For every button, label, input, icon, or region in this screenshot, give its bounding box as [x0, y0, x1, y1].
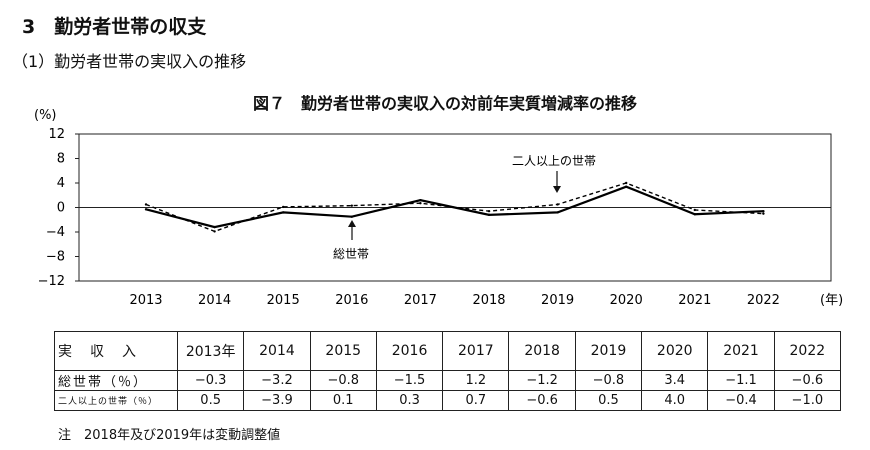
table-row: 二人以上の世帯（％） 0.5 −3.9 0.1 0.3 0.7 −0.6 0.5 4.0 −0.4… — [54, 390, 842, 411]
x-tick-label: 2014 — [198, 293, 231, 308]
annotation-two-plus-households: 二人以上の世帯 — [512, 154, 596, 168]
x-tick-label: 2018 — [472, 293, 505, 308]
annotation-arrowhead-up — [348, 220, 356, 227]
data-point — [350, 215, 353, 218]
table-year-cell: 2016 — [375, 331, 444, 371]
y-tick-label: −8 — [46, 250, 65, 265]
y-tick-label: 4 — [57, 176, 65, 191]
table-cell: 0.7 — [442, 390, 510, 411]
table-cell: −0.4 — [707, 390, 775, 411]
data-point — [213, 230, 216, 233]
data-point — [282, 211, 285, 214]
data-point — [625, 181, 628, 185]
table-cell: 0.1 — [309, 390, 377, 411]
table-year-cell: 2019 — [574, 331, 643, 371]
table-row-label: 二人以上の世帯（％） — [54, 390, 178, 411]
data-point — [556, 211, 559, 214]
x-tick-label: 2016 — [335, 293, 368, 308]
y-tick-label: 8 — [57, 152, 65, 167]
subsection-title: （1）勤労者世帯の実収入の推移 — [12, 52, 247, 71]
x-tick-label: 2022 — [747, 293, 780, 308]
data-point — [419, 198, 422, 202]
table-cell: 0.5 — [574, 390, 643, 411]
table-cell: 0.3 — [375, 390, 444, 411]
x-axis-label: (年) — [820, 293, 843, 308]
data-table: 実収入 2013年 2014 2015 2016 2017 2018 2019 2020 2021… — [54, 331, 842, 411]
x-tick-label: 2020 — [610, 293, 643, 308]
x-tick-label: 2019 — [541, 293, 574, 308]
data-point — [693, 213, 696, 216]
table-cell: 4.0 — [641, 390, 709, 411]
table-row-label: 総世帯（％） — [54, 370, 178, 391]
y-axis-label: (%) — [34, 108, 57, 123]
data-point — [350, 204, 353, 207]
table-cell: 0.5 — [176, 390, 245, 411]
x-tick-label: 2021 — [678, 293, 711, 308]
series-line-two-plus-households — [145, 182, 764, 233]
table-year-cell: 2017 — [442, 331, 510, 371]
data-point — [213, 225, 216, 229]
table-cell: −0.8 — [309, 370, 377, 391]
data-point — [625, 185, 628, 188]
table-year-cell: 2022 — [773, 331, 842, 371]
table-cell: −3.2 — [243, 370, 311, 391]
data-point — [419, 202, 422, 205]
footnote: 注 2018年及び2019年は変動調整値 — [58, 428, 281, 443]
table-cell: 3.4 — [641, 370, 709, 391]
table-header-label: 実収入 — [54, 331, 178, 371]
table-row: 総世帯（％） −0.3 −3.2 −0.8 −1.5 1.2 −1.2 −0.8 3.4 −1.1… — [54, 370, 842, 391]
data-point — [144, 203, 148, 206]
annotation-total-households: 総世帯 — [333, 247, 369, 261]
data-point — [762, 209, 765, 213]
x-tick-label: 2015 — [267, 293, 300, 308]
table-cell: −0.8 — [574, 370, 643, 391]
chart-title: 図７ 勤労者世帯の実収入の対前年実質増減率の推移 — [252, 94, 637, 113]
table-cell: −0.6 — [508, 390, 576, 411]
section-title: 3 勤労者世帯の収支 — [22, 16, 207, 38]
data-point — [487, 213, 491, 217]
table-cell: −0.3 — [176, 370, 245, 391]
table-cell: −1.2 — [508, 370, 576, 391]
table-year-cell: 2015 — [309, 331, 377, 371]
table-header-row: 実収入 2013年 2014 2015 2016 2017 2018 2019 2020 2021… — [54, 331, 842, 371]
y-tick-label: −4 — [46, 225, 65, 240]
table-cell: −0.6 — [773, 370, 842, 391]
data-point — [693, 208, 696, 212]
table-year-cell: 2013年 — [176, 331, 245, 371]
table-cell: −1.1 — [707, 370, 775, 391]
table-cell: −1.0 — [773, 390, 842, 411]
data-point — [487, 209, 491, 213]
data-point — [762, 212, 765, 215]
table-cell: 1.2 — [442, 370, 510, 391]
line-chart: (%) (年) 12 8 4 0 −4 −8 −12 2013 2014 2015 2016 201… — [34, 108, 843, 308]
data-point — [556, 203, 559, 206]
table-year-cell: 2018 — [508, 331, 576, 371]
table-year-cell: 2021 — [707, 331, 775, 371]
x-tick-label: 2013 — [129, 293, 162, 308]
annotation-arrowhead-down — [553, 186, 561, 193]
data-point — [282, 205, 285, 209]
x-tick-label: 2017 — [404, 293, 437, 308]
table-year-cell: 2014 — [243, 331, 311, 371]
table-year-cell: 2020 — [641, 331, 709, 371]
y-tick-label: 12 — [48, 127, 65, 142]
y-tick-label: 0 — [57, 201, 65, 216]
data-point — [144, 208, 148, 211]
table-cell: −1.5 — [375, 370, 444, 391]
table-cell: −3.9 — [243, 390, 311, 411]
y-tick-label: −12 — [38, 274, 65, 289]
